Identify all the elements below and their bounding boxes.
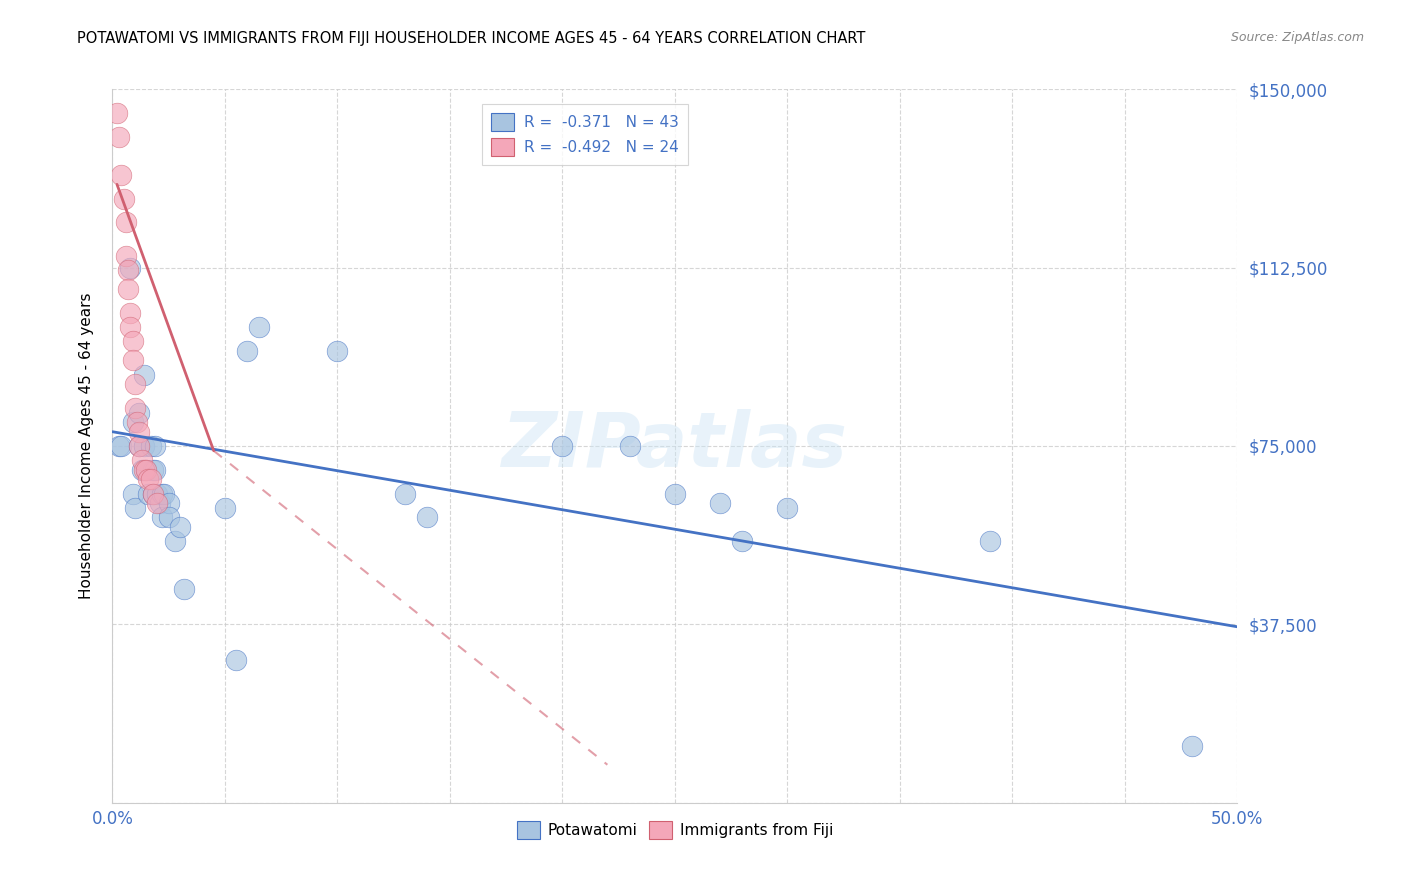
Point: [135, 463, 157, 477]
Point: [326, 343, 349, 358]
Point: [143, 463, 166, 477]
Point: [146, 496, 169, 510]
Point: [236, 343, 259, 358]
Point: [247, 320, 270, 334]
Point: [121, 486, 143, 500]
Point: [121, 415, 143, 429]
Point: [214, 500, 236, 515]
Point: [138, 486, 160, 500]
Point: [128, 406, 150, 420]
Point: [132, 439, 155, 453]
Point: [225, 653, 247, 667]
Point: [120, 320, 142, 334]
Point: [551, 439, 574, 453]
Point: [150, 486, 173, 500]
Point: [110, 439, 132, 453]
Point: [731, 534, 754, 549]
Point: [150, 510, 173, 524]
Point: [416, 510, 439, 524]
Point: [135, 463, 157, 477]
Point: [394, 486, 416, 500]
Point: [139, 472, 162, 486]
Text: ZIPatlas: ZIPatlas: [502, 409, 848, 483]
Point: [149, 496, 172, 510]
Point: [139, 439, 162, 453]
Point: [120, 260, 142, 275]
Point: [117, 282, 139, 296]
Point: [146, 486, 169, 500]
Point: [173, 582, 195, 596]
Point: [124, 500, 146, 515]
Point: [124, 377, 146, 392]
Point: [131, 463, 153, 477]
Point: [132, 368, 155, 382]
Point: [709, 496, 731, 510]
Text: Source: ZipAtlas.com: Source: ZipAtlas.com: [1230, 31, 1364, 45]
Point: [142, 486, 165, 500]
Point: [165, 534, 187, 549]
Legend: Potawatomi, Immigrants from Fiji: Potawatomi, Immigrants from Fiji: [510, 815, 839, 845]
Point: [121, 334, 143, 349]
Point: [128, 439, 150, 453]
Point: [776, 500, 799, 515]
Point: [153, 486, 176, 500]
Point: [142, 486, 165, 500]
Point: [169, 520, 191, 534]
Point: [128, 439, 150, 453]
Point: [157, 510, 180, 524]
Point: [115, 249, 138, 263]
Text: POTAWATOMI VS IMMIGRANTS FROM FIJI HOUSEHOLDER INCOME AGES 45 - 64 YEARS CORRELA: POTAWATOMI VS IMMIGRANTS FROM FIJI HOUSE…: [77, 31, 866, 46]
Point: [115, 215, 138, 229]
Point: [138, 472, 160, 486]
Point: [143, 439, 166, 453]
Point: [124, 401, 146, 415]
Point: [121, 353, 143, 368]
Point: [619, 439, 641, 453]
Point: [664, 486, 686, 500]
Point: [120, 306, 142, 320]
Point: [127, 415, 149, 429]
Point: [105, 106, 128, 120]
Point: [1181, 739, 1204, 753]
Point: [979, 534, 1001, 549]
Point: [131, 453, 153, 467]
Point: [128, 425, 150, 439]
Point: [110, 168, 132, 182]
Y-axis label: Householder Income Ages 45 - 64 years: Householder Income Ages 45 - 64 years: [79, 293, 94, 599]
Point: [132, 463, 155, 477]
Point: [112, 192, 135, 206]
Point: [117, 263, 139, 277]
Point: [157, 496, 180, 510]
Point: [142, 463, 165, 477]
Point: [108, 129, 131, 144]
Point: [108, 439, 131, 453]
